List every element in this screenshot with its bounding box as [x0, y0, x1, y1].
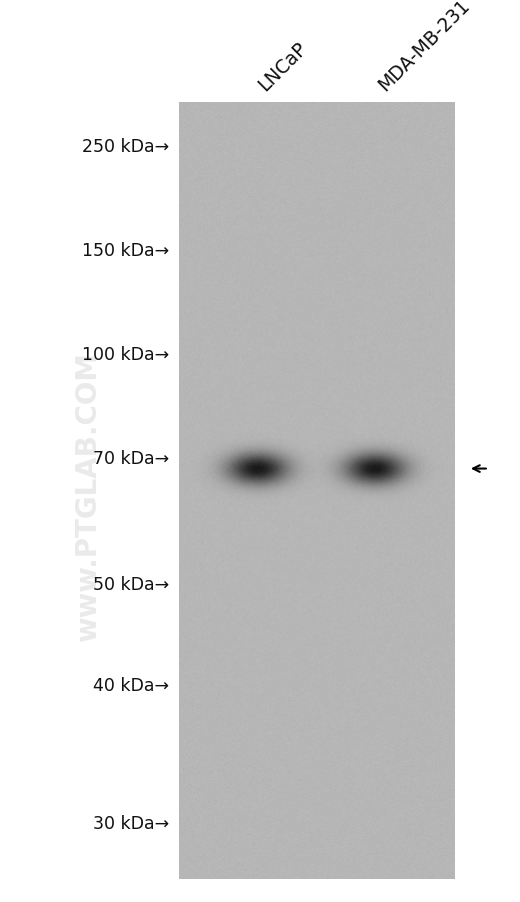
- Text: 30 kDa→: 30 kDa→: [93, 814, 169, 832]
- Text: 250 kDa→: 250 kDa→: [82, 138, 169, 156]
- Text: MDA-MB-231: MDA-MB-231: [374, 0, 473, 95]
- Text: 70 kDa→: 70 kDa→: [93, 449, 169, 467]
- Text: 50 kDa→: 50 kDa→: [93, 575, 169, 594]
- Text: 40 kDa→: 40 kDa→: [93, 676, 169, 695]
- Text: LNCaP: LNCaP: [255, 39, 311, 95]
- Text: www.PTGLAB.COM: www.PTGLAB.COM: [74, 351, 102, 641]
- Text: 150 kDa→: 150 kDa→: [82, 242, 169, 260]
- Text: 100 kDa→: 100 kDa→: [82, 345, 169, 364]
